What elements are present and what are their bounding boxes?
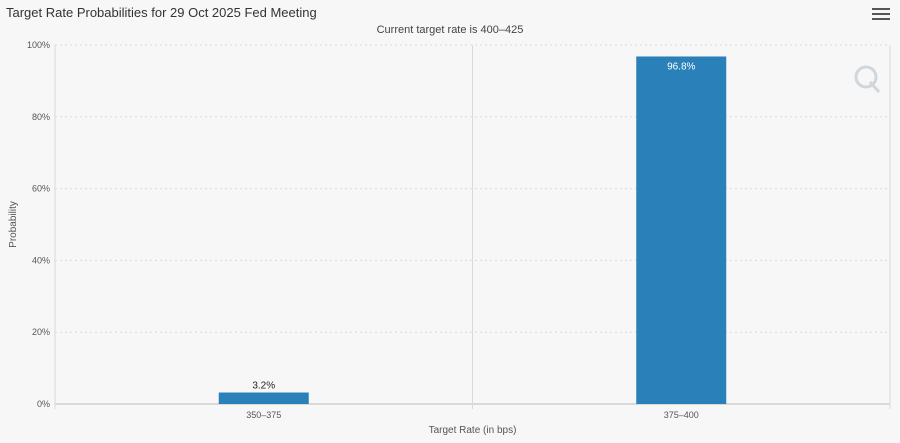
watermark-logo: [854, 65, 881, 94]
y-tick-label: 80%: [32, 112, 50, 122]
x-tick-label: 350–375: [246, 410, 281, 420]
chart-title: Target Rate Probabilities for 29 Oct 202…: [6, 5, 317, 20]
labels: 350–375 3.2% 375–400 96.8%: [246, 61, 699, 420]
y-tick-label: 0%: [37, 399, 50, 409]
x-axis-title: Target Rate (in bps): [429, 425, 517, 436]
q-logo-icon: [854, 65, 878, 89]
bars: [218, 56, 727, 404]
y-tick-label: 60%: [32, 184, 50, 194]
y-tick-label: 40%: [32, 255, 50, 265]
axes: 0% 20% 40% 60% 80% 100%: [27, 40, 891, 409]
y-axis-title: Probability: [8, 201, 19, 248]
bar: [218, 392, 309, 404]
data-label: 3.2%: [252, 381, 275, 392]
chart-subtitle: Current target rate is 400–425: [376, 24, 524, 36]
grid-lines: [55, 44, 890, 333]
y-tick-label: 100%: [27, 40, 50, 50]
x-tick-label: 375–400: [664, 410, 699, 420]
bar: [636, 56, 727, 404]
y-tick-label: 20%: [32, 327, 50, 337]
data-label: 96.8%: [667, 61, 695, 72]
hamburger-menu-icon[interactable]: [872, 8, 890, 22]
